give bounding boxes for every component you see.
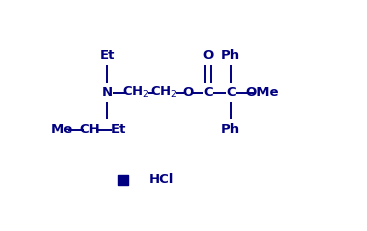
- Text: C: C: [203, 86, 213, 99]
- Text: CH: CH: [80, 124, 100, 137]
- Text: N: N: [101, 86, 113, 99]
- Text: Ph: Ph: [221, 49, 240, 62]
- Text: Et: Et: [99, 49, 115, 62]
- Text: Me: Me: [50, 124, 73, 137]
- Text: HCl: HCl: [148, 173, 174, 186]
- Text: CH$_2$: CH$_2$: [121, 85, 149, 100]
- Text: Et: Et: [111, 124, 126, 137]
- Text: OMe: OMe: [245, 86, 279, 99]
- Text: Ph: Ph: [221, 124, 240, 137]
- Text: O: O: [182, 86, 194, 99]
- Point: [120, 178, 126, 182]
- Text: C: C: [226, 86, 236, 99]
- Text: O: O: [202, 49, 214, 62]
- Text: CH$_2$: CH$_2$: [150, 85, 178, 100]
